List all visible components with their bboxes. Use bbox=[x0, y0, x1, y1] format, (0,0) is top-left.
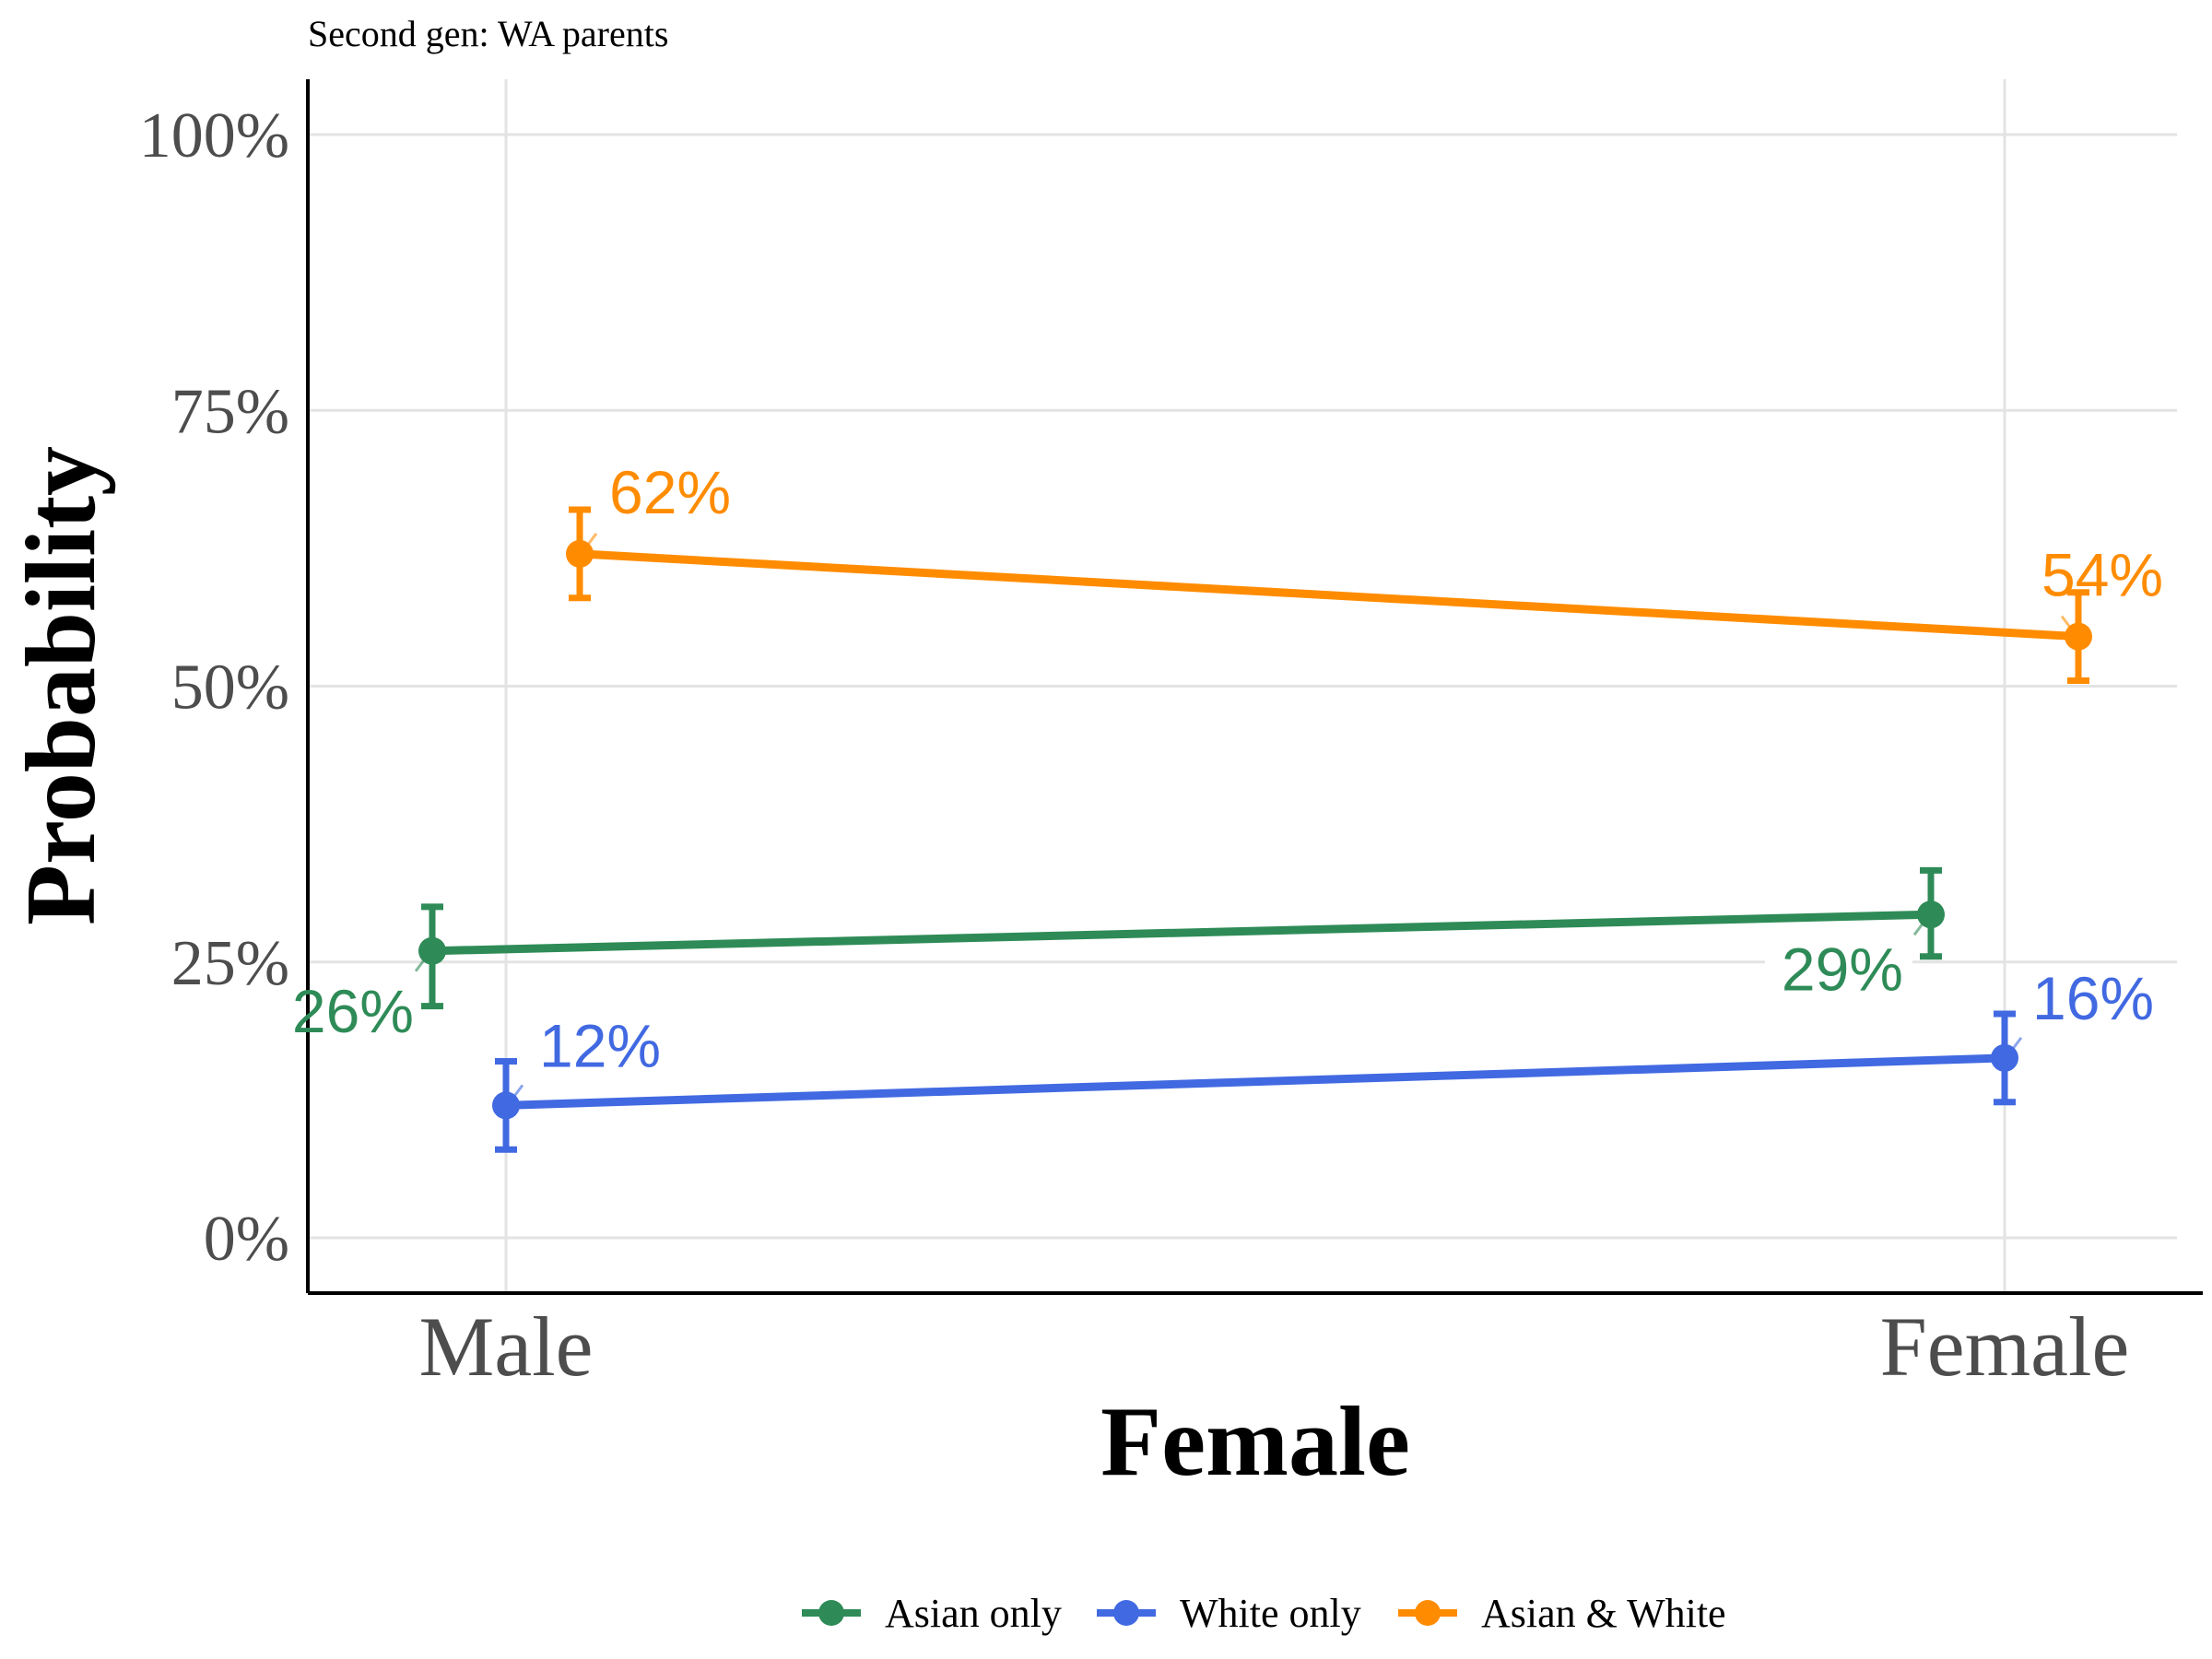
y-tick-labels: 0% 25% 50% 75% 100% bbox=[139, 100, 289, 1275]
series-line bbox=[579, 549, 2079, 641]
label-leader bbox=[2060, 615, 2075, 632]
data-label: 54% bbox=[2041, 541, 2163, 609]
legend-label: White only bbox=[1180, 1591, 1361, 1636]
x-tick-label: Female bbox=[1880, 1300, 2130, 1394]
gridlines bbox=[310, 79, 2177, 1291]
y-tick-label: 100% bbox=[139, 100, 289, 171]
data-label: 29% bbox=[1782, 935, 1903, 1003]
legend-item: Asian only bbox=[802, 1591, 1062, 1636]
error-bars bbox=[421, 506, 2089, 1153]
data-label: 26% bbox=[292, 977, 414, 1045]
x-tick-label: Male bbox=[418, 1300, 593, 1394]
series-line bbox=[431, 910, 1932, 956]
label-leader bbox=[1912, 919, 1927, 936]
data-label: 12% bbox=[539, 1011, 661, 1079]
legend-label: Asian & White bbox=[1481, 1591, 1726, 1636]
series-line bbox=[505, 1053, 2006, 1110]
label-leader bbox=[510, 1084, 524, 1101]
data-label: 16% bbox=[2032, 964, 2154, 1032]
label-background bbox=[1765, 935, 1912, 1006]
y-tick-label: 25% bbox=[171, 928, 289, 999]
legend-swatch-point bbox=[1415, 1600, 1441, 1626]
legend-item: White only bbox=[1097, 1591, 1361, 1636]
data-label: 62% bbox=[609, 458, 731, 526]
legend-item: Asian & White bbox=[1398, 1591, 1726, 1636]
label-leader bbox=[2008, 1036, 2023, 1053]
label-leader bbox=[414, 955, 429, 972]
legend-swatch-point bbox=[818, 1600, 844, 1626]
legend: Asian only White only Asian & White bbox=[802, 1591, 1726, 1636]
label-leader bbox=[583, 532, 598, 549]
legend-label: Asian only bbox=[885, 1591, 1062, 1636]
data-points bbox=[418, 539, 2092, 1120]
x-tick-labels: Male Female bbox=[418, 1300, 2129, 1394]
chart-subtitle: Second gen: WA parents bbox=[308, 13, 668, 54]
series-lines bbox=[431, 549, 2079, 1110]
y-tick-label: 0% bbox=[204, 1204, 289, 1275]
y-tick-label: 75% bbox=[171, 376, 289, 447]
data-labels: 26% 29% 12% 16% 62% 54% bbox=[292, 458, 2163, 1101]
legend-swatch-point bbox=[1113, 1600, 1139, 1626]
y-axis-title: Probability bbox=[6, 446, 116, 925]
x-axis-title: Female bbox=[1100, 1387, 1410, 1497]
y-tick-label: 50% bbox=[171, 653, 289, 724]
